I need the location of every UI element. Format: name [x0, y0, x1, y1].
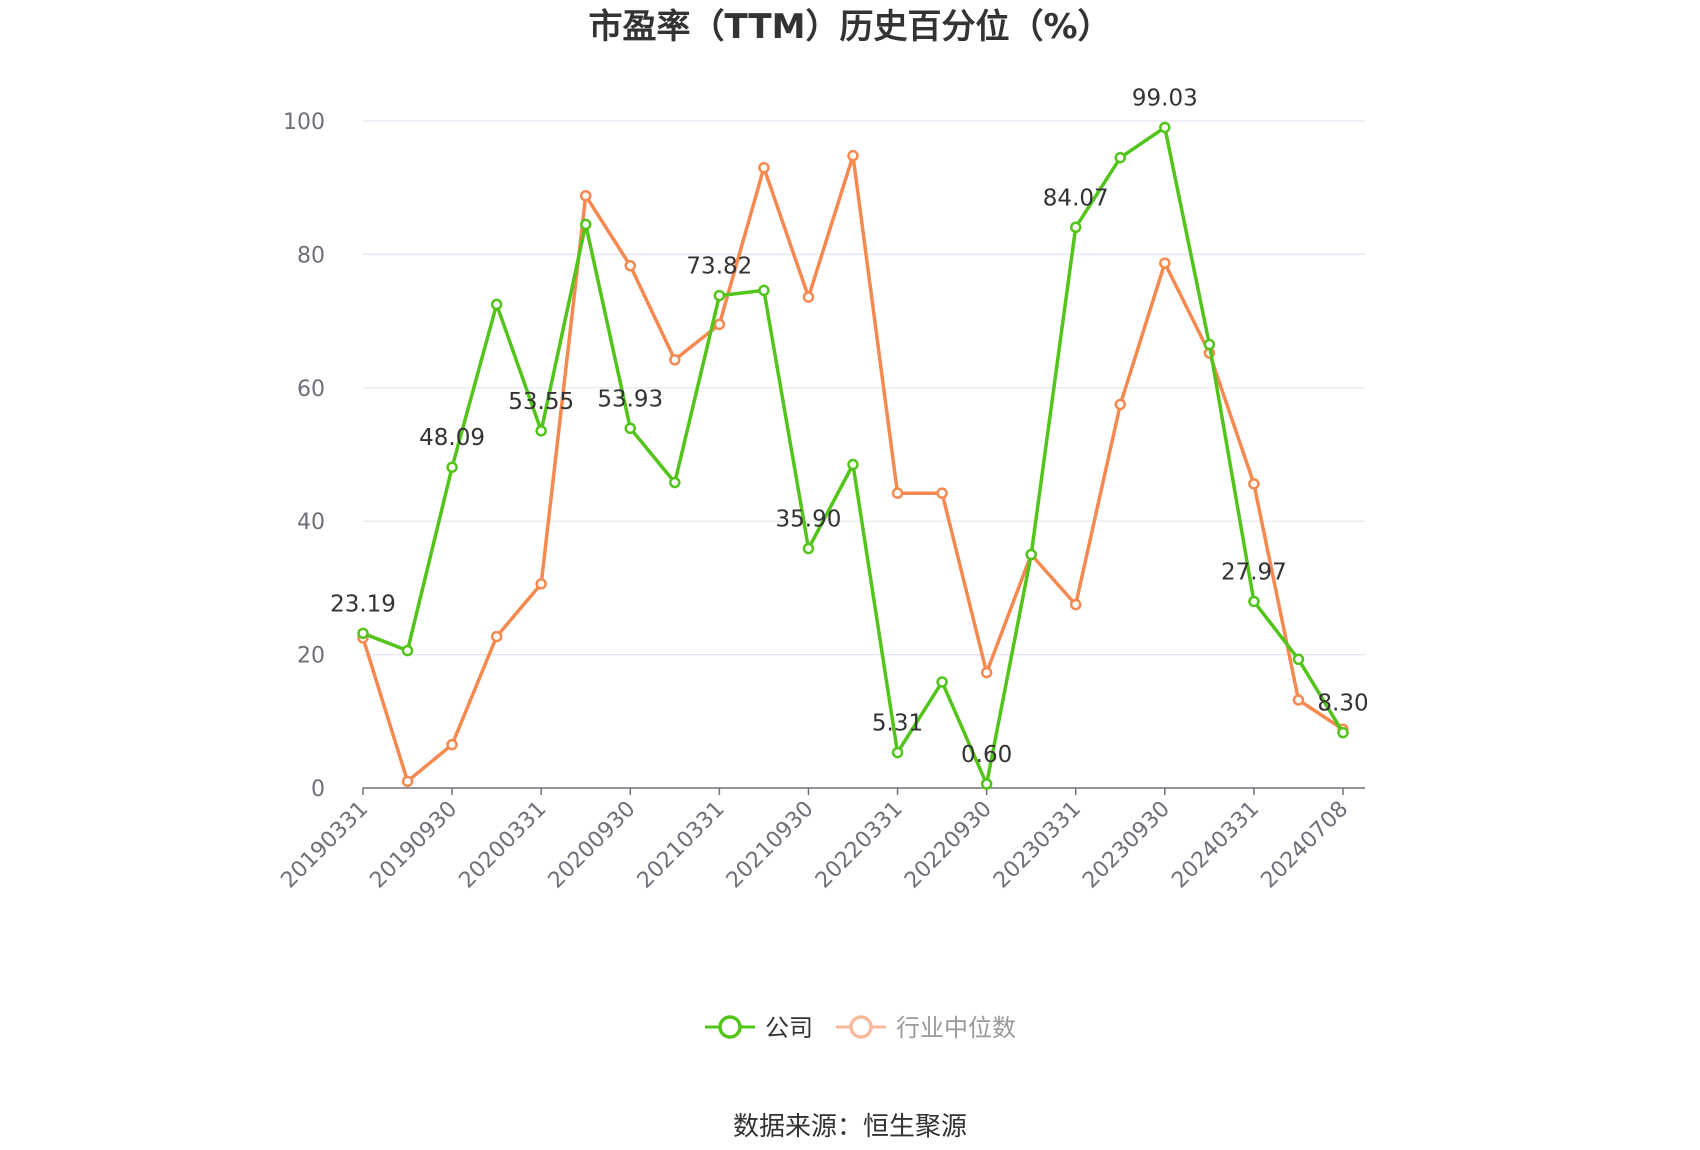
data-label: 23.19 [330, 591, 396, 617]
x-tick-label: 20190930 [365, 797, 462, 894]
data-point[interactable] [980, 666, 993, 679]
data-point[interactable] [1159, 257, 1171, 269]
data-label: 0.60 [961, 742, 1012, 768]
series-line [362, 125, 1345, 786]
x-tick-label: 20200930 [544, 797, 641, 894]
y-tick-label: 80 [297, 243, 325, 268]
legend-industry-label: 行业中位数 [896, 1014, 1016, 1042]
x-tick-label: 20210930 [722, 797, 819, 894]
legend-company-circle-icon [718, 1015, 742, 1039]
data-point[interactable] [1114, 151, 1127, 164]
data-point[interactable] [758, 161, 770, 174]
data-point[interactable] [579, 218, 592, 231]
data-label: 84.07 [1043, 185, 1109, 211]
chart-title: 市盈率（TTM）历史百分位（%） [588, 7, 1111, 47]
x-tick-label: 20230930 [1078, 797, 1175, 894]
data-point[interactable] [357, 627, 369, 640]
data-point[interactable] [1248, 478, 1260, 490]
y-tick-label: 0 [311, 777, 325, 802]
x-tick-label: 20220331 [811, 797, 908, 894]
series-company [357, 121, 1349, 790]
data-point[interactable] [535, 425, 547, 437]
data-point[interactable] [624, 259, 637, 272]
grid-lines [363, 120, 1365, 656]
data-label: 53.93 [597, 386, 663, 412]
data-point[interactable] [624, 422, 637, 435]
y-tick-label: 40 [297, 510, 325, 535]
data-point[interactable] [758, 284, 770, 297]
data-point[interactable] [1337, 726, 1349, 739]
data-point[interactable] [936, 487, 948, 499]
series-layer [357, 121, 1349, 790]
data-labels: 23.19 48.09 53.55 53.93 73.82 35.90 5.31 0.60 84… [330, 85, 1369, 768]
axes: 0 20 40 60 80 100 2019033120190930202003312020… [276, 110, 1365, 893]
data-point[interactable] [669, 476, 681, 489]
data-point[interactable] [490, 630, 503, 643]
data-point[interactable] [1069, 221, 1082, 234]
legend-item-industry[interactable]: 行业中位数 [836, 1014, 1016, 1042]
data-point[interactable] [401, 775, 414, 788]
y-tick-label: 20 [297, 644, 325, 669]
data-point[interactable] [1248, 595, 1260, 608]
x-tick-label: 20240708 [1256, 797, 1353, 894]
data-point[interactable] [1203, 338, 1216, 351]
data-point[interactable] [1114, 398, 1127, 411]
data-point[interactable] [1292, 694, 1305, 706]
data-point[interactable] [847, 458, 859, 471]
data-point[interactable] [669, 354, 681, 366]
data-label: 8.30 [1317, 691, 1368, 717]
x-tick-label: 20240331 [1167, 797, 1264, 894]
data-label: 27.97 [1221, 559, 1287, 585]
data-point[interactable] [713, 289, 726, 302]
data-point[interactable] [1025, 548, 1037, 561]
series-industry [357, 149, 1349, 788]
y-tick-label: 100 [283, 110, 325, 135]
data-point[interactable] [891, 487, 904, 499]
x-tick-label: 20210331 [633, 797, 730, 894]
x-tick-label: 20220930 [900, 797, 997, 894]
data-point[interactable] [535, 578, 547, 590]
legend-industry-circle-icon [849, 1015, 873, 1039]
y-tick-label: 60 [297, 377, 325, 402]
data-point[interactable] [446, 738, 458, 751]
x-tick-label: 20190331 [276, 797, 373, 894]
x-tick-label: 20200331 [455, 797, 552, 894]
data-point[interactable] [847, 149, 859, 162]
data-point[interactable] [490, 298, 503, 311]
legend-item-company[interactable]: 公司 [705, 1014, 813, 1042]
data-point[interactable] [936, 676, 948, 688]
legend-company-label: 公司 [765, 1014, 813, 1042]
data-point[interactable] [713, 318, 726, 331]
legend[interactable]: 公司 行业中位数 [705, 1014, 1016, 1042]
data-label: 99.03 [1132, 85, 1198, 111]
data-label: 5.31 [872, 711, 923, 737]
data-label: 73.82 [686, 254, 752, 280]
data-point[interactable] [1069, 598, 1082, 611]
data-point[interactable] [802, 542, 815, 555]
data-label: 48.09 [419, 425, 485, 451]
data-point[interactable] [446, 461, 458, 473]
data-label: 53.55 [508, 389, 574, 415]
data-point[interactable] [1159, 121, 1171, 134]
data-point[interactable] [1292, 653, 1305, 666]
data-point[interactable] [980, 778, 993, 790]
x-tick-label: 20230331 [989, 797, 1086, 894]
data-point[interactable] [401, 644, 414, 657]
data-point[interactable] [579, 189, 592, 202]
data-point[interactable] [802, 291, 815, 303]
data-source: 数据来源：恒生聚源 [733, 1112, 967, 1142]
data-label: 35.90 [776, 507, 842, 533]
data-point[interactable] [891, 746, 904, 759]
